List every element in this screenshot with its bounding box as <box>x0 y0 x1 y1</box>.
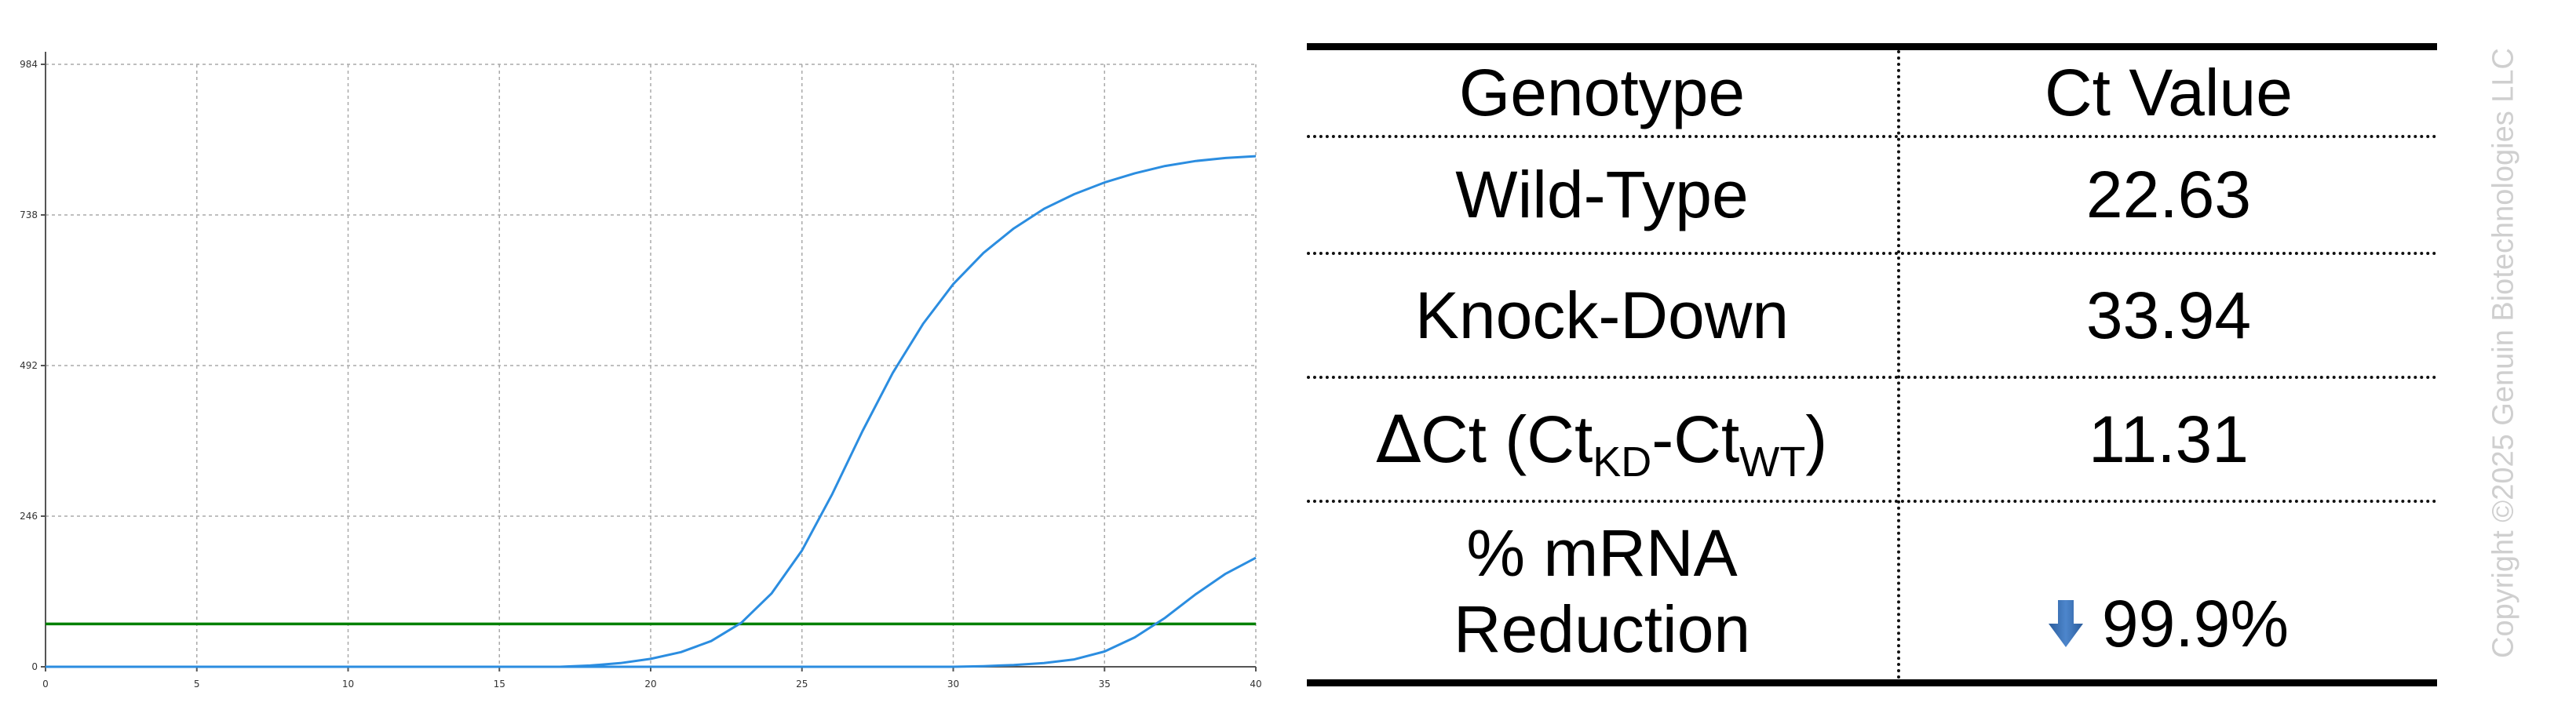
wild-type-label: Wild-Type <box>1455 158 1749 232</box>
x-tick-label: 10 <box>342 679 354 690</box>
x-tick-label: 35 <box>1099 679 1111 690</box>
amplification-plot: 0 5 10 15 20 25 30 35 40 0 246 492 738 984 <box>20 52 1262 690</box>
table-top-rule <box>1307 43 2437 50</box>
ct-results-table: Genotype Ct Value Wild-Type 22.63 Knock-… <box>1307 43 2437 686</box>
amplification-curve-2 <box>46 556 1257 668</box>
x-tick-label: 15 <box>494 679 505 690</box>
delta-ct-label: ∆Ct (CtKD-CtWT) <box>1307 379 1897 500</box>
delta-ct-value: 11.31 <box>2089 402 2249 476</box>
delta-ct-close: ) <box>1805 402 1828 476</box>
kd-subscript: KD <box>1593 438 1652 486</box>
table-column-divider <box>1897 50 1900 679</box>
mrna-reduction-value-cell: 99.9% <box>1900 577 2437 671</box>
delta-ct-text: Ct (Ct <box>1420 402 1593 476</box>
knock-down-label: Knock-Down <box>1414 278 1790 352</box>
table-row-divider <box>1307 376 2437 379</box>
x-tick-label: 40 <box>1250 679 1261 690</box>
x-tick-label: 0 <box>42 679 49 690</box>
mrna-reduction-line1: % mRNA <box>1466 515 1738 590</box>
y-tick-label: 246 <box>20 511 38 522</box>
table-row-divider <box>1307 135 2437 138</box>
y-tick-label: 0 <box>31 661 38 672</box>
mrna-reduction-label: % mRNA Reduction <box>1307 503 1897 679</box>
x-tick-label: 30 <box>947 679 959 690</box>
delta-ct-minus: -Ct <box>1651 402 1740 476</box>
wild-type-ct: 22.63 <box>2085 158 2252 232</box>
table-bottom-rule <box>1307 679 2437 686</box>
table-row-divider <box>1307 252 2437 255</box>
y-tick-label: 738 <box>20 209 38 220</box>
knock-down-ct: 33.94 <box>2085 278 2252 352</box>
amplification-chart: 0 5 10 15 20 25 30 35 40 0 246 492 738 984 <box>0 0 1287 706</box>
x-tick-label: 20 <box>644 679 656 690</box>
x-tick-label: 25 <box>796 679 808 690</box>
copyright-watermark: Copyright ©2025 Genuin Biotechnologies L… <box>2487 48 2520 658</box>
table-row-divider <box>1307 500 2437 503</box>
mrna-reduction-line2: Reduction <box>1453 591 1751 666</box>
header-genotype: Genotype <box>1458 55 1746 129</box>
header-ct-value: Ct Value <box>2045 55 2293 129</box>
y-tick-label: 492 <box>20 360 38 371</box>
delta-symbol: ∆ <box>1376 400 1421 478</box>
down-arrow-icon <box>2048 600 2083 647</box>
wt-subscript: WT <box>1739 438 1806 486</box>
mrna-reduction-value: 99.9% <box>2101 586 2290 661</box>
x-tick-label: 5 <box>194 679 200 690</box>
y-tick-label: 984 <box>20 59 38 70</box>
